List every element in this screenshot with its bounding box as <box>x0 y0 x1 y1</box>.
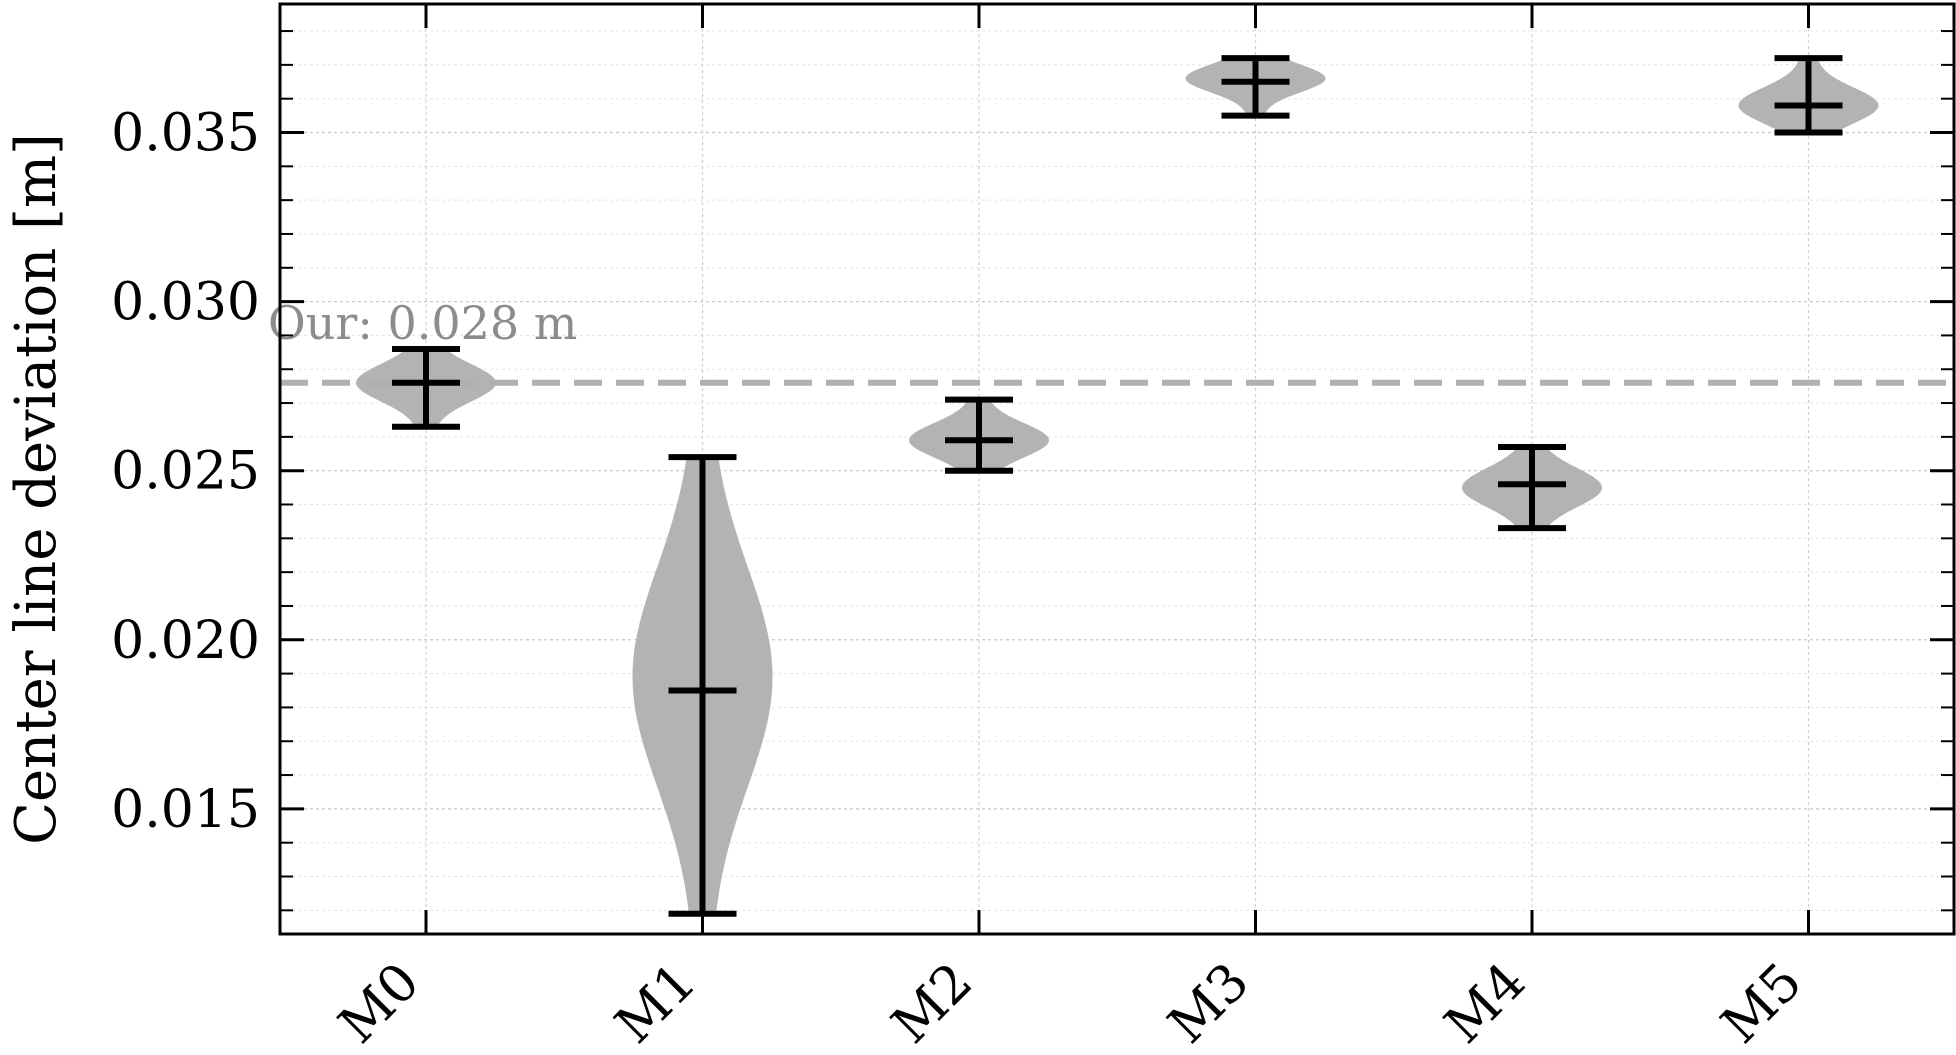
x-tick-label: M1 <box>604 952 707 1055</box>
y-tick-label: 0.020 <box>111 611 260 671</box>
major-grid <box>280 4 1954 934</box>
x-tick-labels: M0 M1 M2 M3 M4 M5 <box>328 952 1814 1055</box>
minor-grid <box>280 30 1954 911</box>
y-axis-label: Center line deviation [m] <box>4 133 69 845</box>
error-bars <box>392 55 1843 917</box>
x-tick-label: M2 <box>881 952 984 1055</box>
violins <box>356 58 1879 914</box>
y-tick-label: 0.025 <box>111 442 260 502</box>
y-tick-label: 0.035 <box>111 104 260 164</box>
x-tick-label: M5 <box>1710 952 1813 1055</box>
y-tick-label: 0.030 <box>111 273 260 333</box>
x-tick-label: M0 <box>328 952 431 1055</box>
x-tick-label: M3 <box>1157 952 1260 1055</box>
axis-ticks <box>280 4 1954 934</box>
plot-frame <box>278 2 1956 936</box>
x-tick-label: M4 <box>1434 952 1537 1055</box>
y-tick-label: 0.015 <box>111 780 260 840</box>
reference-line-group: Our: 0.028 m <box>268 296 1954 386</box>
reference-line-label: Our: 0.028 m <box>268 296 577 350</box>
y-tick-labels: 0.015 0.020 0.025 0.030 0.035 <box>111 104 260 840</box>
